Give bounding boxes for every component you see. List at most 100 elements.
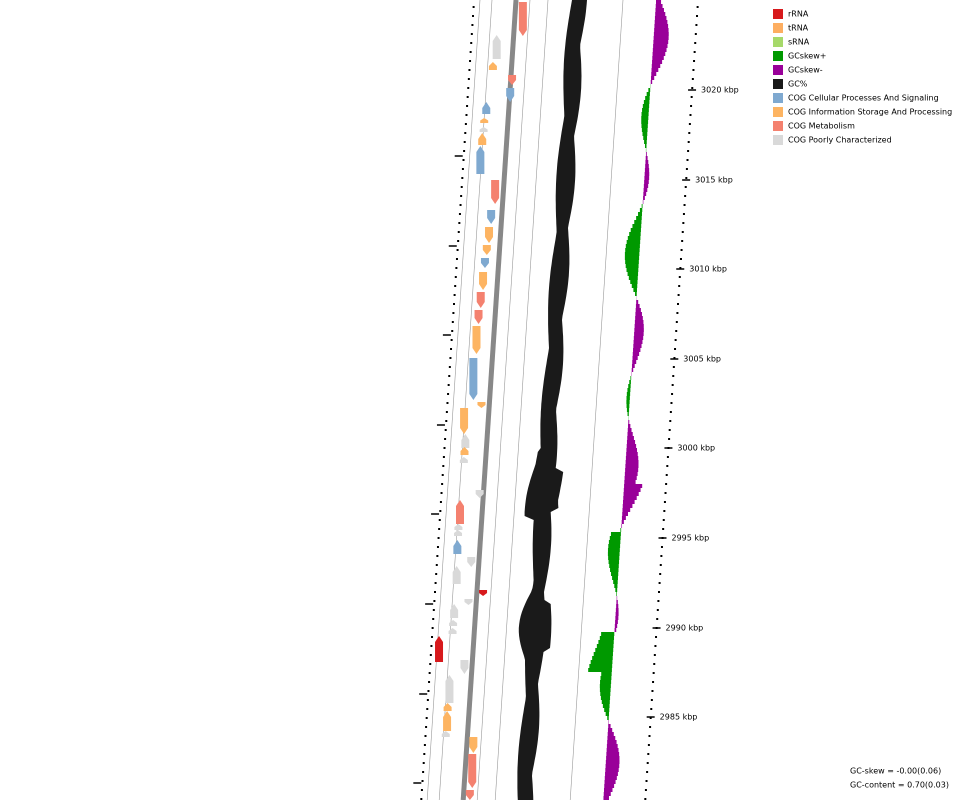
legend-swatch xyxy=(773,9,783,19)
gc-skew-positive xyxy=(608,544,621,548)
gc-skew-positive xyxy=(629,380,631,384)
gc-skew-negative xyxy=(607,728,613,732)
gene-feature xyxy=(461,434,470,448)
gc-skew-negative xyxy=(645,164,649,168)
scale-dot xyxy=(647,744,650,746)
scale-dot xyxy=(679,267,682,269)
scale-dot xyxy=(458,222,461,224)
gc-skew-negative xyxy=(654,24,669,28)
gene-feature xyxy=(445,675,454,703)
gc-skew-negative xyxy=(623,496,637,500)
gc-skew-negative xyxy=(644,168,650,172)
gc-skew-negative xyxy=(643,192,647,196)
gc-skew-negative xyxy=(604,784,615,788)
gc-skew-positive xyxy=(601,672,612,676)
gc-skew-negative xyxy=(651,64,661,68)
scale-dot xyxy=(657,591,660,593)
scale-dot xyxy=(673,357,676,359)
gc-skew-positive xyxy=(609,564,619,568)
gc-skew-positive xyxy=(629,232,641,236)
scale-dot xyxy=(668,429,671,431)
guide-line xyxy=(476,0,531,800)
scale-dot xyxy=(438,528,441,530)
scale-dot xyxy=(688,132,691,134)
gc-skew-negative xyxy=(606,756,620,760)
gc-skew-negative xyxy=(627,436,634,440)
scale-dot xyxy=(421,780,424,782)
scale-dot xyxy=(431,627,434,629)
legend-swatch xyxy=(773,93,783,103)
gc-skew-negative xyxy=(633,340,643,344)
scale-dot xyxy=(682,213,685,215)
scale-dot xyxy=(469,51,472,53)
scale-dot xyxy=(440,492,443,494)
gene-feature xyxy=(478,133,487,145)
scale-dot xyxy=(671,384,674,386)
gc-skew-negative xyxy=(634,332,644,336)
scale-dot xyxy=(423,753,426,755)
gc-skew-positive xyxy=(600,692,611,696)
scale-dot xyxy=(424,735,427,737)
gc-skew-positive xyxy=(633,288,637,292)
gene-feature xyxy=(472,326,481,354)
gc-skew-positive xyxy=(635,292,637,296)
legend-swatch xyxy=(773,121,783,131)
guide-line xyxy=(494,0,549,800)
scale-dot xyxy=(444,438,447,440)
gc-skew-positive xyxy=(646,92,650,96)
legend-label: rRNA xyxy=(788,10,809,19)
gc-skew-negative xyxy=(643,196,645,200)
gc-skew-positive xyxy=(611,572,619,576)
legend-swatch xyxy=(773,135,783,145)
gc-skew-negative xyxy=(644,172,650,176)
gc-skew-negative xyxy=(653,44,668,48)
scale-dot xyxy=(674,339,677,341)
scale-dot xyxy=(692,69,695,71)
scale-dot xyxy=(693,60,696,62)
scale-dot xyxy=(443,447,446,449)
scale-dot xyxy=(672,375,675,377)
scale-dot xyxy=(430,645,433,647)
legend-label: GCskew+ xyxy=(788,52,826,61)
scale-dot xyxy=(463,141,466,143)
gc-skew-negative xyxy=(615,612,619,616)
scale-dot xyxy=(435,564,438,566)
scale-label: 2995 kbp xyxy=(671,534,709,543)
gc-skew-positive xyxy=(626,396,630,400)
scale-dot xyxy=(455,267,458,269)
scale-dot xyxy=(442,465,445,467)
gc-skew-positive xyxy=(624,252,640,256)
scale-dot xyxy=(650,708,653,710)
gc-skew-negative xyxy=(603,796,609,800)
gene-feature xyxy=(441,731,450,737)
scale-dot xyxy=(456,249,459,251)
gc-skew-negative xyxy=(653,32,669,36)
gene-feature xyxy=(487,210,496,224)
gc-skew-negative xyxy=(633,348,641,352)
legend-label: GC% xyxy=(788,80,808,89)
gc-skew-negative xyxy=(628,424,631,428)
scale-dot xyxy=(649,717,652,719)
gene-feature xyxy=(479,127,488,132)
scale-dot xyxy=(683,204,686,206)
scale-dot xyxy=(693,51,696,53)
scale-dot xyxy=(666,465,669,467)
scale-dot xyxy=(672,366,675,368)
scale-dot xyxy=(674,348,677,350)
gc-skew-negative xyxy=(607,740,617,744)
gene-feature xyxy=(482,245,491,255)
scale-dot xyxy=(679,258,682,260)
scale-dot xyxy=(464,132,467,134)
scale-dot xyxy=(696,6,699,8)
scale-label: 2990 kbp xyxy=(666,624,704,633)
scale-dot xyxy=(464,123,467,125)
gc-skew-negative xyxy=(627,432,633,436)
scale-dot xyxy=(691,78,694,80)
scale-dot xyxy=(684,195,687,197)
gc-skew-positive xyxy=(601,632,615,636)
gc-skew-positive xyxy=(641,116,649,120)
gc-skew-negative xyxy=(655,4,663,8)
scale-dot xyxy=(663,510,666,512)
gc-skew-positive xyxy=(588,668,612,672)
